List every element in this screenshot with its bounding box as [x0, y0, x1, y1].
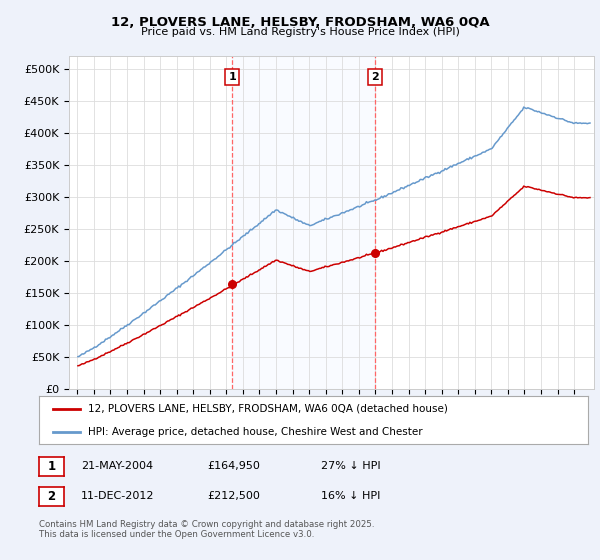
- Text: £212,500: £212,500: [207, 491, 260, 501]
- Text: £164,950: £164,950: [207, 461, 260, 471]
- Text: 2: 2: [371, 72, 379, 82]
- Text: 16% ↓ HPI: 16% ↓ HPI: [321, 491, 380, 501]
- Text: 12, PLOVERS LANE, HELSBY, FRODSHAM, WA6 0QA: 12, PLOVERS LANE, HELSBY, FRODSHAM, WA6 …: [110, 16, 490, 29]
- Text: 21-MAY-2004: 21-MAY-2004: [81, 461, 153, 471]
- Text: 27% ↓ HPI: 27% ↓ HPI: [321, 461, 380, 471]
- Text: Price paid vs. HM Land Registry's House Price Index (HPI): Price paid vs. HM Land Registry's House …: [140, 27, 460, 37]
- Bar: [232, 56, 374, 389]
- Text: 1: 1: [229, 72, 236, 82]
- Text: 1: 1: [47, 460, 56, 473]
- Text: HPI: Average price, detached house, Cheshire West and Chester: HPI: Average price, detached house, Ches…: [88, 427, 423, 437]
- Text: 12, PLOVERS LANE, HELSBY, FRODSHAM, WA6 0QA (detached house): 12, PLOVERS LANE, HELSBY, FRODSHAM, WA6 …: [88, 404, 448, 414]
- Text: 2: 2: [47, 489, 56, 503]
- Text: 11-DEC-2012: 11-DEC-2012: [81, 491, 155, 501]
- Text: Contains HM Land Registry data © Crown copyright and database right 2025.
This d: Contains HM Land Registry data © Crown c…: [39, 520, 374, 539]
